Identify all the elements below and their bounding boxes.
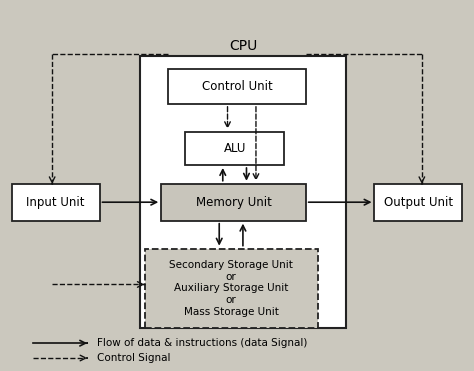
Text: Input Unit: Input Unit: [27, 196, 85, 209]
FancyBboxPatch shape: [374, 184, 462, 221]
FancyBboxPatch shape: [168, 69, 306, 104]
Text: Memory Unit: Memory Unit: [195, 196, 272, 209]
FancyBboxPatch shape: [185, 132, 284, 165]
FancyBboxPatch shape: [12, 184, 100, 221]
Text: Control Signal: Control Signal: [97, 353, 171, 363]
FancyBboxPatch shape: [140, 56, 346, 328]
Text: Control Unit: Control Unit: [201, 80, 273, 93]
Text: ALU: ALU: [223, 142, 246, 155]
FancyBboxPatch shape: [145, 249, 318, 328]
Text: Secondary Storage Unit
or
Auxiliary Storage Unit
or
Mass Storage Unit: Secondary Storage Unit or Auxiliary Stor…: [169, 260, 293, 317]
FancyBboxPatch shape: [161, 184, 306, 221]
Text: Flow of data & instructions (data Signal): Flow of data & instructions (data Signal…: [97, 338, 308, 348]
Text: CPU: CPU: [229, 39, 257, 53]
Text: Output Unit: Output Unit: [384, 196, 453, 209]
